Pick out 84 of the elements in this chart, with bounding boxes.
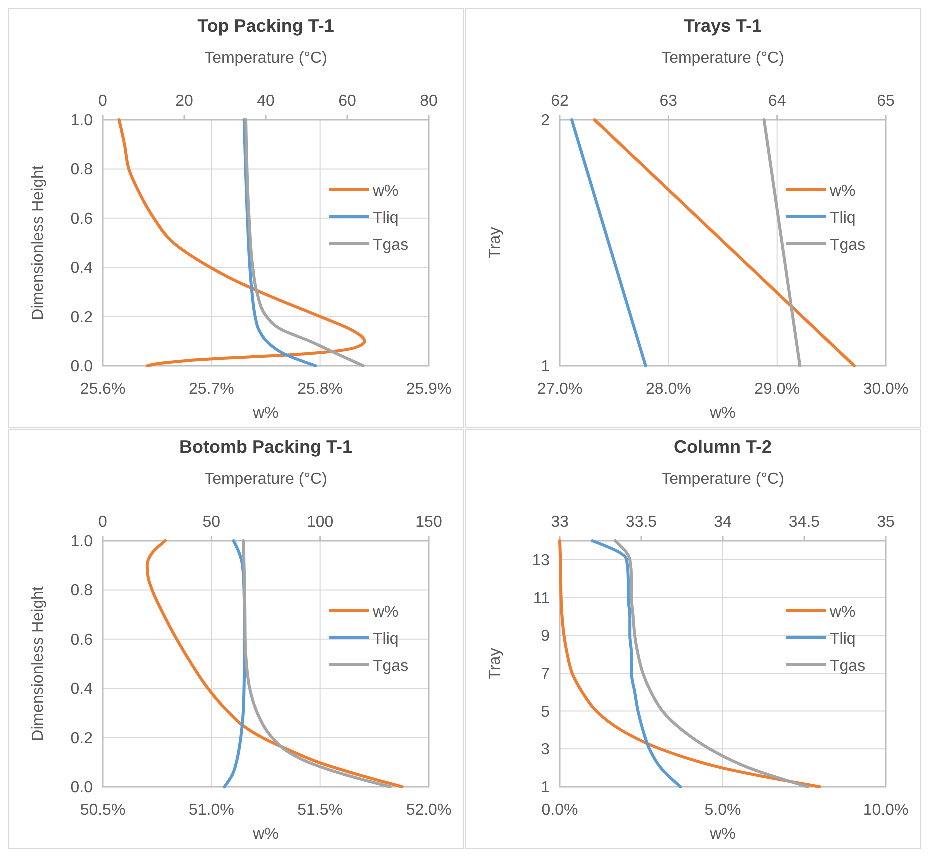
y-axis-title: Tray (487, 227, 504, 259)
x-tick-label: 51.0% (188, 802, 234, 819)
y-axis-title: Dimensionless Height (30, 586, 47, 742)
y-tick-label: 11 (533, 590, 550, 608)
y-tick-label: 0.6 (70, 210, 94, 228)
x2-tick-label: 80 (420, 93, 438, 110)
x2-tick-label: 35 (877, 514, 895, 531)
line-series (558, 540, 822, 788)
y-tick-label: 5 (541, 704, 550, 721)
x2-tick-label: 60 (338, 93, 356, 110)
x2-tick-label: 63 (660, 93, 678, 110)
y-tick-label: 1 (541, 780, 550, 796)
legend-label: w% (829, 604, 856, 621)
x-axis-title: w% (252, 826, 279, 843)
legend-label: w% (372, 604, 399, 621)
chart-title: Botomb Packing T-1 (179, 437, 353, 457)
legend-label: Tgas (373, 237, 409, 254)
x-tick-label: 52.0% (406, 802, 452, 819)
x-tick-label: 30.0% (863, 381, 909, 398)
y-tick-label: 1.0 (70, 112, 94, 130)
x2-tick-label: 64 (768, 93, 786, 110)
x2-tick-label: 65 (877, 93, 895, 110)
y-tick-label: 0.2 (70, 730, 94, 748)
y-tick-label: 0.8 (70, 582, 94, 600)
y-tick-label: 0.8 (70, 162, 94, 179)
legend-label: Tliq (830, 631, 856, 648)
y-tick-label: 13 (532, 552, 550, 570)
chart-title: Trays T-1 (684, 16, 762, 36)
y-tick-label: 0.6 (70, 632, 94, 649)
x2-axis-title: Temperature (°C) (204, 471, 328, 488)
y-tick-label: 0.4 (70, 260, 94, 278)
x2-tick-label: 0 (98, 93, 108, 110)
x2-tick-label: 20 (176, 93, 194, 110)
x2-tick-label: 34 (714, 514, 732, 531)
legend-label: Tliq (830, 210, 856, 227)
y-axis-title: Tray (487, 648, 504, 680)
x-tick-label: 25.7% (188, 381, 234, 398)
x2-tick-label: 33.5 (626, 514, 658, 531)
x-tick-label: 25.8% (298, 381, 344, 398)
legend-label: Tgas (830, 237, 866, 254)
y-tick-label: 3 (541, 742, 550, 759)
y-tick-label: 1 (541, 358, 550, 376)
x2-tick-label: 62 (551, 93, 569, 110)
x2-axis-title: Temperature (°C) (204, 50, 328, 67)
y-tick-label: 0.2 (70, 309, 94, 326)
x2-tick-label: 0 (98, 514, 108, 531)
x2-tick-label: 150 (416, 514, 442, 531)
y-tick-label: 0.0 (70, 358, 94, 376)
x-tick-label: 50.5% (80, 802, 126, 819)
y-tick-label: 7 (541, 666, 550, 683)
x2-tick-label: 50 (202, 514, 221, 531)
x-axis-title: w% (709, 405, 736, 422)
x-tick-label: 25.6% (80, 381, 126, 398)
x2-tick-label: 100 (306, 514, 334, 531)
chart-title: Top Packing T-1 (198, 16, 334, 36)
x-tick-label: 29.0% (754, 381, 800, 398)
line-series (118, 118, 366, 368)
x-tick-label: 25.9% (406, 381, 452, 398)
y-tick-label: 2 (541, 112, 550, 130)
legend-label: w% (829, 183, 856, 200)
y-tick-label: 1.0 (70, 534, 94, 550)
legend-label: Tliq (373, 210, 399, 227)
x-tick-label: 0.0% (542, 802, 578, 819)
legend-label: Tliq (373, 631, 399, 648)
x-tick-label: 10.0% (863, 802, 909, 819)
x-axis-title: w% (709, 826, 736, 843)
x-tick-label: 51.5% (298, 802, 344, 819)
legend-label: Tgas (373, 658, 409, 675)
x2-tick-label: 40 (257, 93, 275, 110)
y-tick-label: 9 (541, 628, 550, 646)
legend-label: w% (372, 183, 399, 200)
x2-axis-title: Temperature (°C) (662, 471, 784, 488)
x2-axis-title: Temperature (°C) (662, 50, 784, 67)
x-tick-label: 27.0% (537, 381, 583, 398)
x2-tick-label: 33 (551, 514, 569, 531)
x-tick-label: 28.0% (646, 381, 692, 398)
x-tick-label: 5.0% (704, 802, 742, 819)
y-tick-label: 0.0 (70, 780, 94, 796)
x-axis-title: w% (252, 405, 279, 422)
y-tick-label: 0.4 (70, 681, 94, 698)
y-axis-title: Dimensionless Height (30, 165, 47, 320)
legend-label: Tgas (830, 658, 866, 675)
x2-tick-label: 34.5 (788, 514, 820, 531)
chart-title: Column T-2 (674, 437, 772, 457)
